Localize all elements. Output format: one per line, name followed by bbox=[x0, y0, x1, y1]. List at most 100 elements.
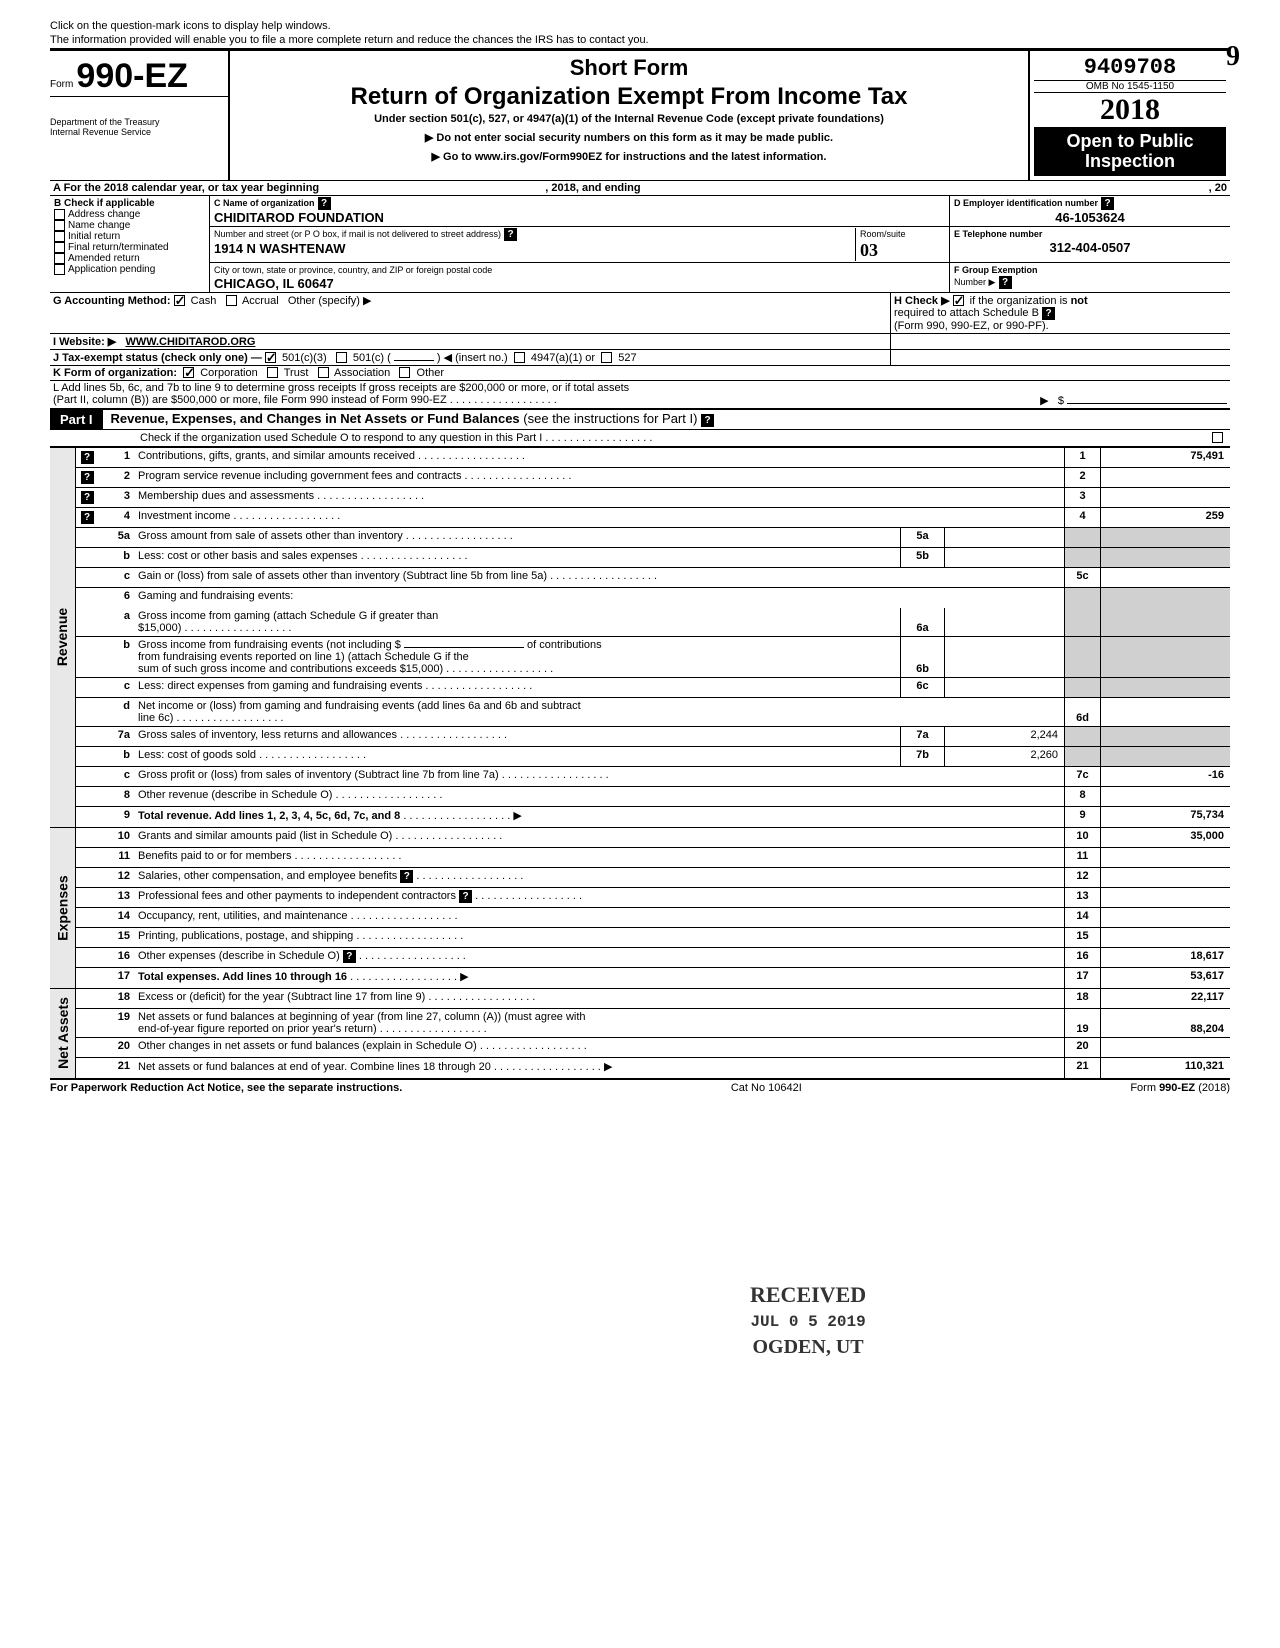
footer: For Paperwork Reduction Act Notice, see … bbox=[50, 1078, 1230, 1094]
checkbox-4947[interactable] bbox=[514, 352, 525, 363]
help-icon[interactable]: ? bbox=[81, 451, 94, 464]
line-5a-sn: 5a bbox=[900, 528, 944, 547]
line-9-arrow: ▶ bbox=[513, 810, 521, 822]
line-9-desc: Total revenue. Add lines 1, 2, 3, 4, 5c,… bbox=[138, 810, 400, 822]
cb-label-amended: Amended return bbox=[68, 253, 140, 264]
section-f-label: F Group Exemption bbox=[954, 265, 1038, 275]
footer-right-form: 990-EZ bbox=[1159, 1082, 1195, 1094]
footer-left: For Paperwork Reduction Act Notice, see … bbox=[50, 1082, 402, 1094]
omb-number: OMB No 1545-1150 bbox=[1034, 80, 1226, 92]
tip-line-2: The information provided will enable you… bbox=[50, 34, 1230, 46]
section-b-label: B Check if applicable bbox=[54, 198, 205, 209]
checkbox-501c3[interactable] bbox=[265, 352, 276, 363]
checkbox-final-return[interactable] bbox=[54, 242, 65, 253]
line-8-num: 8 bbox=[98, 787, 134, 806]
tax-year: 2018 bbox=[1034, 92, 1226, 128]
line-20-fn: 20 bbox=[1064, 1038, 1100, 1057]
k-opt4: Other bbox=[417, 367, 445, 379]
checkbox-pending[interactable] bbox=[54, 264, 65, 275]
footer-right-prefix: Form bbox=[1130, 1082, 1156, 1094]
street-value: 1914 N WASHTENAW bbox=[214, 241, 345, 256]
help-icon[interactable]: ? bbox=[504, 228, 517, 241]
cb-label-address: Address change bbox=[68, 209, 140, 220]
line-21-val: 110,321 bbox=[1100, 1058, 1230, 1078]
form-prefix: Form bbox=[50, 79, 73, 90]
stamp-date: JUL 0 5 2019 bbox=[750, 1311, 866, 1333]
help-icon[interactable]: ? bbox=[1042, 307, 1055, 320]
help-icon[interactable]: ? bbox=[81, 511, 94, 524]
checkbox-assoc[interactable] bbox=[318, 367, 329, 378]
section-b: B Check if applicable Address change Nam… bbox=[50, 196, 210, 292]
line-19-num: 19 bbox=[98, 1009, 134, 1037]
stamp-received: RECEIVED bbox=[750, 1280, 866, 1311]
line-13-fn: 13 bbox=[1064, 888, 1100, 907]
handwritten-9: 9 bbox=[1226, 41, 1240, 73]
checkbox-cash[interactable] bbox=[174, 295, 185, 306]
line-13-num: 13 bbox=[98, 888, 134, 907]
section-f-label2: Number ▶ bbox=[954, 277, 995, 287]
line-5b-num: b bbox=[98, 548, 134, 567]
line-8-desc: Other revenue (describe in Schedule O) bbox=[138, 789, 332, 801]
j-opt4: 527 bbox=[618, 352, 636, 364]
shaded-cell bbox=[1100, 747, 1230, 766]
line-11-num: 11 bbox=[98, 848, 134, 867]
line-2-desc: Program service revenue including govern… bbox=[138, 470, 461, 482]
line-13-desc: Professional fees and other payments to … bbox=[138, 890, 456, 902]
line-12-num: 12 bbox=[98, 868, 134, 887]
line-j: J Tax-exempt status (check only one) — 5… bbox=[50, 349, 1230, 365]
checkbox-527[interactable] bbox=[601, 352, 612, 363]
dept-irs: Internal Revenue Service bbox=[50, 127, 228, 137]
checkbox-501c[interactable] bbox=[336, 352, 347, 363]
checkbox-other[interactable] bbox=[399, 367, 410, 378]
line-6c-desc: Less: direct expenses from gaming and fu… bbox=[138, 680, 422, 692]
line-1-fn: 1 bbox=[1064, 448, 1100, 467]
footer-right-year: (2018) bbox=[1198, 1082, 1230, 1094]
line-10-fn: 10 bbox=[1064, 828, 1100, 847]
line-6d-fn: 6d bbox=[1064, 698, 1100, 726]
dept-treasury: Department of the Treasury bbox=[50, 96, 228, 127]
j-insert: ) ◀ (insert no.) bbox=[437, 352, 508, 364]
checkbox-trust[interactable] bbox=[267, 367, 278, 378]
checkbox-address-change[interactable] bbox=[54, 209, 65, 220]
line-a-end: , 20 bbox=[1030, 181, 1230, 195]
help-icon[interactable]: ? bbox=[81, 471, 94, 484]
checkbox-name-change[interactable] bbox=[54, 220, 65, 231]
line-4-num: 4 bbox=[98, 508, 134, 527]
city-label: City or town, state or province, country… bbox=[214, 265, 492, 275]
line-4-desc: Investment income bbox=[138, 510, 230, 522]
line-6d-d2: line 6c) bbox=[138, 712, 173, 724]
line-18-num: 18 bbox=[98, 989, 134, 1008]
checkbox-corp[interactable] bbox=[183, 367, 194, 378]
help-icon[interactable]: ? bbox=[400, 870, 413, 883]
checkbox-accrual[interactable] bbox=[226, 295, 237, 306]
shaded-cell bbox=[1100, 678, 1230, 697]
help-icon[interactable]: ? bbox=[343, 950, 356, 963]
help-icon[interactable]: ? bbox=[701, 414, 714, 427]
line-10-num: 10 bbox=[98, 828, 134, 847]
checkbox-initial-return[interactable] bbox=[54, 231, 65, 242]
cb-label-final: Final return/terminated bbox=[68, 242, 169, 253]
line-6a-sn: 6a bbox=[900, 608, 944, 636]
line-6c-sn: 6c bbox=[900, 678, 944, 697]
line-18-desc: Excess or (deficit) for the year (Subtra… bbox=[138, 991, 425, 1003]
help-icon[interactable]: ? bbox=[1101, 197, 1114, 210]
line-7b-sv: 2,260 bbox=[944, 747, 1064, 766]
line-6-num: 6 bbox=[98, 588, 134, 608]
revenue-side-label: Revenue bbox=[50, 448, 76, 827]
checkbox-sched-o[interactable] bbox=[1212, 432, 1223, 443]
line-17-arrow: ▶ bbox=[460, 971, 468, 983]
form-number: 990-EZ bbox=[76, 57, 188, 95]
cb-label-name: Name change bbox=[68, 220, 130, 231]
line-k: K Form of organization: Corporation Trus… bbox=[50, 365, 1230, 380]
shaded-cell bbox=[1100, 548, 1230, 567]
line-16-fn: 16 bbox=[1064, 948, 1100, 967]
line-16-val: 18,617 bbox=[1100, 948, 1230, 967]
help-icon[interactable]: ? bbox=[318, 197, 331, 210]
checkbox-amended[interactable] bbox=[54, 253, 65, 264]
help-icon[interactable]: ? bbox=[999, 276, 1012, 289]
help-icon[interactable]: ? bbox=[81, 491, 94, 504]
help-icon[interactable]: ? bbox=[459, 890, 472, 903]
line-1-desc: Contributions, gifts, grants, and simila… bbox=[138, 450, 415, 462]
checkbox-sched-b[interactable] bbox=[953, 295, 964, 306]
stamp-number: 9409708 bbox=[1034, 55, 1226, 80]
